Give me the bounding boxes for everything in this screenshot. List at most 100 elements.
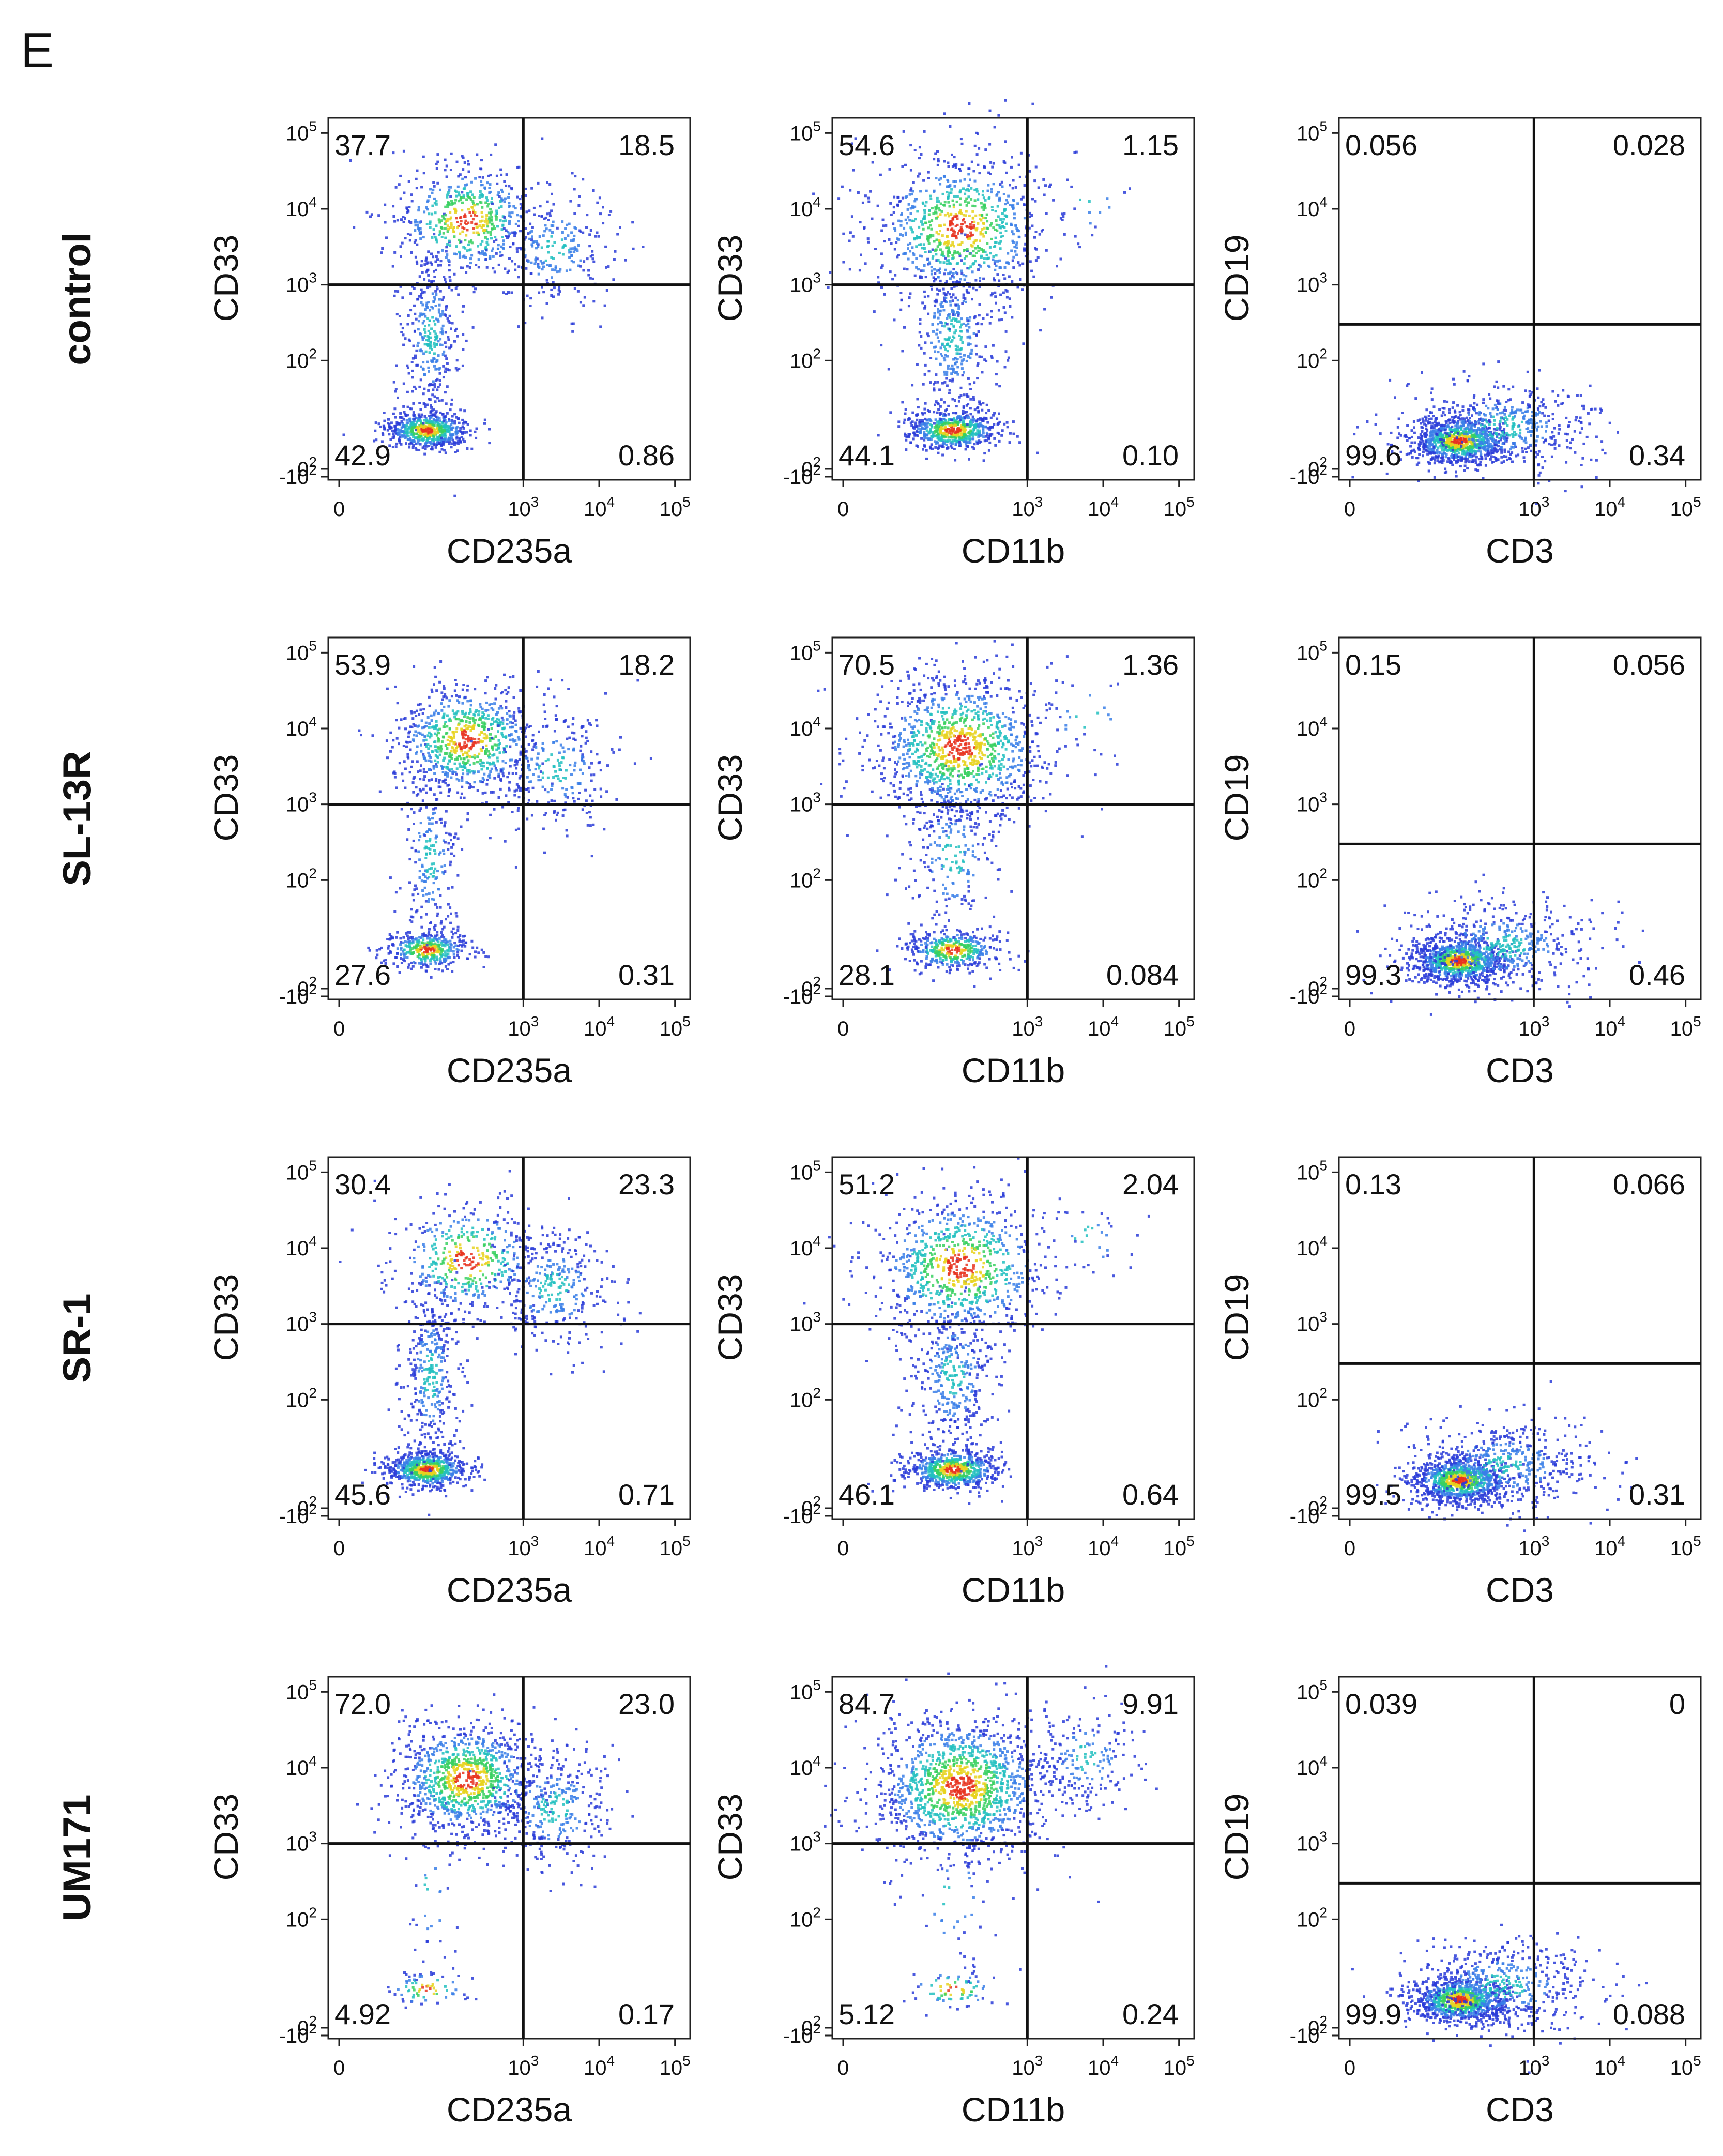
event-dot bbox=[1496, 399, 1498, 402]
event-dot bbox=[1491, 461, 1493, 464]
event-dot bbox=[995, 241, 998, 244]
event-dot bbox=[1472, 439, 1475, 442]
event-dot bbox=[1482, 432, 1485, 435]
event-dot bbox=[484, 236, 487, 239]
event-dot bbox=[965, 359, 968, 362]
event-dot bbox=[476, 215, 479, 217]
event-dot bbox=[943, 214, 947, 217]
event-dot bbox=[420, 260, 423, 263]
event-dot bbox=[942, 445, 945, 448]
event-dot bbox=[417, 433, 420, 436]
event-dot bbox=[1468, 435, 1471, 438]
event-dot bbox=[415, 221, 418, 224]
event-dot bbox=[1472, 407, 1475, 409]
event-dot bbox=[524, 194, 527, 197]
event-dot bbox=[557, 289, 560, 292]
event-dot bbox=[964, 434, 967, 437]
event-dot bbox=[1425, 427, 1428, 430]
event-dot bbox=[561, 253, 565, 256]
event-dot bbox=[415, 448, 418, 451]
event-dot bbox=[430, 441, 433, 444]
event-dot bbox=[991, 209, 994, 211]
event-dot bbox=[952, 203, 955, 206]
event-dot bbox=[934, 345, 937, 348]
event-dot bbox=[943, 175, 946, 178]
event-dot bbox=[1431, 438, 1434, 441]
event-dot bbox=[971, 298, 973, 301]
event-dot bbox=[946, 235, 949, 238]
event-dot bbox=[1011, 316, 1014, 319]
event-dot bbox=[1483, 413, 1486, 416]
event-dot bbox=[978, 263, 981, 266]
event-dot bbox=[998, 385, 1001, 388]
event-dot bbox=[1475, 435, 1478, 438]
event-dot bbox=[890, 213, 893, 216]
event-dot bbox=[935, 298, 938, 301]
event-dot bbox=[1493, 403, 1497, 406]
event-dot bbox=[1577, 419, 1580, 422]
event-dot bbox=[939, 431, 942, 434]
event-dot bbox=[419, 443, 422, 446]
event-dot bbox=[966, 188, 969, 191]
event-dot bbox=[1479, 434, 1482, 437]
event-dot bbox=[1512, 446, 1515, 449]
event-dot bbox=[406, 390, 409, 393]
event-dot bbox=[1486, 427, 1489, 430]
event-dot bbox=[1428, 435, 1431, 438]
event-dot bbox=[399, 412, 402, 415]
event-dot bbox=[459, 440, 462, 443]
event-dot bbox=[393, 220, 397, 223]
event-dot bbox=[931, 435, 934, 438]
event-dot bbox=[943, 325, 947, 328]
event-dot bbox=[445, 305, 448, 307]
event-dot bbox=[400, 443, 403, 446]
event-dot bbox=[937, 403, 940, 406]
event-dot bbox=[495, 218, 498, 221]
event-dot bbox=[1569, 441, 1572, 444]
event-dot bbox=[425, 223, 429, 225]
event-dot bbox=[529, 231, 532, 234]
event-dot bbox=[945, 443, 948, 446]
event-dot bbox=[407, 314, 410, 317]
event-dot bbox=[925, 419, 928, 422]
event-dot bbox=[464, 213, 466, 216]
event-dot bbox=[409, 233, 412, 236]
event-dot bbox=[999, 231, 1002, 234]
event-dot bbox=[931, 431, 934, 434]
event-dot bbox=[438, 230, 441, 233]
event-dot bbox=[963, 262, 966, 265]
event-dot bbox=[499, 251, 502, 254]
event-dot bbox=[960, 229, 964, 232]
event-dot bbox=[977, 163, 980, 166]
event-dot bbox=[440, 441, 443, 444]
event-dot bbox=[426, 208, 429, 211]
event-dot bbox=[1489, 412, 1492, 415]
event-dot bbox=[957, 352, 960, 355]
event-dot bbox=[462, 348, 465, 351]
event-dot bbox=[1448, 434, 1451, 437]
event-dot bbox=[465, 198, 468, 201]
event-dot bbox=[986, 220, 989, 223]
event-dot bbox=[1088, 211, 1091, 214]
event-dot bbox=[1454, 448, 1457, 451]
event-dot bbox=[996, 260, 999, 263]
event-dot bbox=[605, 289, 608, 292]
event-dot bbox=[1440, 446, 1443, 449]
event-dot bbox=[554, 267, 557, 270]
event-dot bbox=[1059, 217, 1062, 220]
event-dot bbox=[448, 314, 451, 317]
event-dot bbox=[968, 214, 971, 217]
event-dot bbox=[951, 165, 954, 168]
event-dot bbox=[1410, 441, 1413, 444]
event-dot bbox=[903, 418, 906, 421]
event-dot bbox=[432, 320, 435, 323]
event-dot bbox=[392, 205, 395, 208]
event-dot bbox=[959, 394, 963, 397]
event-dot bbox=[930, 272, 933, 276]
event-dot bbox=[957, 232, 959, 235]
event-dot bbox=[538, 291, 541, 294]
event-dot bbox=[981, 214, 984, 217]
event-dot bbox=[420, 288, 423, 291]
event-dot bbox=[563, 237, 567, 240]
event-dot bbox=[958, 434, 961, 437]
